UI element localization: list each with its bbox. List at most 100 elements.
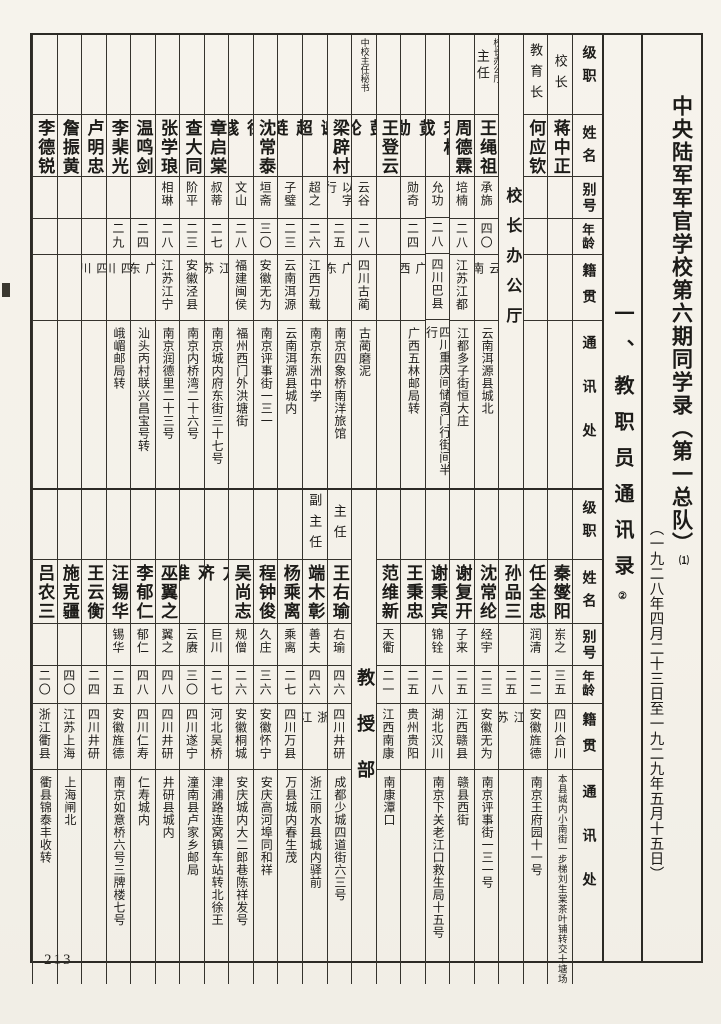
person-name: 黄勋 xyxy=(401,119,425,150)
person-age: 二〇 xyxy=(37,669,52,697)
person-name: 谢超 xyxy=(302,119,327,150)
person-address: 南京城内府东街三十七号 xyxy=(210,327,225,465)
address-cell: 南京内桥湾二十六号 xyxy=(180,321,204,488)
address-cell: 井研县城内 xyxy=(156,770,180,984)
header-alias: 别号 xyxy=(580,629,596,661)
origin-cell: 广东 xyxy=(131,255,155,321)
name-cell: 王登云 xyxy=(376,115,401,177)
name-cell: 范维新 xyxy=(376,560,401,624)
person-age: 二五 xyxy=(331,222,346,250)
directory-table-frame: 级职 姓名 别号 年龄 籍贯 通讯处 校长 蒋中正 教育长 何应钦 校长办公厅 校长办公厅… xyxy=(30,33,703,984)
section-title-text: 一、教职员通讯录 xyxy=(611,303,633,591)
person-name: 章启棠 xyxy=(207,119,227,176)
column-headers-bottom: 级职 姓名 别号 年龄 籍贯 通讯处 xyxy=(572,490,602,984)
header-age: 年龄 xyxy=(580,670,594,697)
person-name: 谢秉宾 xyxy=(428,564,447,621)
book-title: 中央陆军军官学校第六期同学录（第一总队）⑴ xyxy=(667,95,697,961)
person-name: 任全忠 xyxy=(526,564,546,621)
date-range: （一九二八年四月二十三日至一九二九年五月十五日） xyxy=(647,521,664,881)
person-alias: 郁仁 xyxy=(135,628,150,654)
origin-cell: 四川古蔺 xyxy=(352,255,376,321)
person-address: 古蔺磨泥 xyxy=(357,327,372,377)
address-cell: 汕头丙村联兴昌宝号转 xyxy=(131,321,155,488)
person-age: 三〇 xyxy=(258,222,273,250)
position-cell xyxy=(106,490,131,560)
person-origin: 四川井研 xyxy=(331,708,346,760)
person-origin: 四川井研 xyxy=(159,708,174,760)
age-cell: 二三 xyxy=(180,219,204,255)
address-cell: 安庆高河埠同和祥 xyxy=(254,770,278,984)
origin-cell: 广西 xyxy=(401,255,425,321)
section-title-strip: 一、教职员通讯录② xyxy=(602,35,641,961)
person-column: 范维新 天衢 二一 江西南康 南康潭口 xyxy=(375,490,401,984)
position-cell xyxy=(302,35,327,115)
person-column: 沈常泰 垣斋 三〇 安徽无为 南京评事街一三一 xyxy=(252,35,278,488)
alias-cell xyxy=(499,624,523,666)
origin-cell: 四川仁寿 xyxy=(131,704,155,770)
person-column: 吴尚志 规僧 二六 安徽桐城 安庆城内大二郎巷陈祥发号 xyxy=(228,490,253,984)
name-cell: 王秉忠 xyxy=(401,560,425,624)
origin-cell: 河北吴桥 xyxy=(204,704,229,770)
person-alias: 勋奇 xyxy=(405,181,420,207)
age-cell xyxy=(57,219,82,255)
position-cell: 校长办公厅 主任 xyxy=(474,35,499,115)
person-origin: 江苏江宁 xyxy=(159,259,174,311)
person-address: 浙江丽水县城内驿前 xyxy=(308,776,323,889)
person-column: 李棐光 二九 四川 峨嵋邮局转 xyxy=(105,35,131,488)
column-headers-top: 级职 姓名 别号 年龄 籍贯 通讯处 xyxy=(572,35,602,488)
alias-cell: 文山 xyxy=(229,177,253,219)
name-cell: 徐彧 xyxy=(229,115,253,177)
name-cell: 李棐光 xyxy=(106,115,131,177)
person-address: 上海闸北 xyxy=(62,776,77,826)
age-cell: 二六 xyxy=(229,666,253,704)
person-column: 王云衡 二四 四川井研 xyxy=(81,490,106,984)
alias-cell: 阶平 xyxy=(180,177,204,219)
age-cell: 二四 xyxy=(82,666,106,704)
person-age: 二五 xyxy=(503,669,518,697)
person-address: 赣县西街 xyxy=(455,776,470,826)
person-origin: 浙江衢县 xyxy=(37,708,52,760)
person-column: 卢明忠 四川 xyxy=(81,35,106,488)
address-cell xyxy=(401,770,425,984)
person-name: 李棐光 xyxy=(108,119,128,176)
header-rank: 级职 xyxy=(580,45,596,91)
header-origin: 籍贯 xyxy=(580,712,596,764)
position-cell xyxy=(401,490,425,560)
header-address: 通讯处 xyxy=(580,784,596,916)
address-cell: 赣县西街 xyxy=(450,770,474,984)
person-origin: 江苏 xyxy=(204,262,229,294)
alias-cell: 经宇 xyxy=(474,624,499,666)
address-cell: 古蔺磨泥 xyxy=(352,321,376,488)
header-alias: 别号 xyxy=(580,182,596,214)
name-cell: 谢秉宾 xyxy=(425,560,450,624)
age-cell: 二五 xyxy=(450,666,474,704)
person-column: 中校主任秘书 彭纶 云谷 二八 四川古蔺 古蔺磨泥 xyxy=(351,35,376,488)
age-cell: 四六 xyxy=(327,666,352,704)
person-address: 安庆高河埠同和祥 xyxy=(259,776,274,876)
person-origin: 江苏江都 xyxy=(454,259,469,311)
alias-cell: 相琳 xyxy=(155,177,180,219)
name-cell: 沈常泰 xyxy=(253,115,278,177)
person-origin: 安徽旌德 xyxy=(110,708,125,760)
person-address: 井研县城内 xyxy=(161,776,176,839)
person-alias: 叔蒂 xyxy=(209,181,224,207)
person-origin: 广西 xyxy=(401,262,425,294)
person-address: 福州西门外洪塘街 xyxy=(234,327,249,427)
alias-cell: 云谷 xyxy=(352,177,376,219)
person-alias: 垣斋 xyxy=(258,181,273,207)
origin-cell: 四川井研 xyxy=(155,704,180,770)
person-origin: 四川巴县 xyxy=(429,258,444,311)
address-cell: 浙江丽水县城内驿前 xyxy=(303,770,327,984)
person-column: 梁辟村 以字行 二五 广东 南京四象桥南洋旅馆 xyxy=(326,35,352,488)
age-cell: 二七 xyxy=(278,666,302,704)
person-origin: 四川合川 xyxy=(552,708,567,760)
person-alias: 锦铨 xyxy=(429,628,444,654)
person-column: 温鸣剑 二四 广东 汕头丙村联兴昌宝号转 xyxy=(130,35,155,488)
position-cell xyxy=(278,35,302,115)
person-age: 二八 xyxy=(159,222,174,250)
position-cell xyxy=(401,35,425,115)
person-name: 王右瑜 xyxy=(329,564,349,621)
alias-cell: 勋奇 xyxy=(401,177,425,219)
position-label: 主任 xyxy=(474,49,490,83)
person-origin: 四川仁寿 xyxy=(135,708,150,760)
